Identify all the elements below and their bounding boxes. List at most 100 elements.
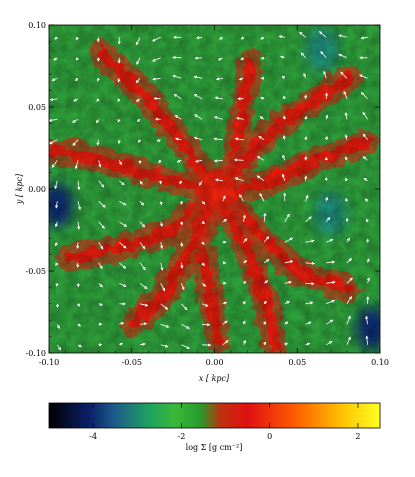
- colorbar-tick-label: -4: [89, 432, 97, 441]
- velocity-arrow: [242, 300, 246, 305]
- velocity-arrow: [74, 77, 79, 82]
- velocity-arrow: [304, 136, 308, 140]
- velocity-arrow: [235, 116, 244, 120]
- velocity-arrow: [201, 201, 206, 205]
- velocity-arrow: [98, 242, 104, 250]
- x-tick-label: 0.05: [288, 358, 306, 367]
- velocity-arrow: [51, 160, 58, 168]
- velocity-arrow: [180, 221, 184, 226]
- velocity-arrow: [242, 281, 247, 285]
- velocity-arrow: [160, 323, 170, 328]
- velocity-arrow: [222, 301, 228, 305]
- colorbar-tick-label: -2: [178, 432, 186, 441]
- velocity-arrow: [281, 173, 286, 181]
- velocity-arrow: [201, 241, 205, 245]
- velocity-arrow: [195, 36, 203, 40]
- velocity-arrow: [233, 158, 244, 162]
- velocity-arrow: [305, 194, 309, 202]
- velocity-arrow: [77, 180, 81, 191]
- velocity-arrow: [326, 239, 334, 243]
- velocity-arrow: [243, 238, 248, 243]
- velocity-arrow: [55, 283, 59, 287]
- velocity-arrow: [201, 283, 207, 287]
- velocity-arrow: [284, 260, 294, 264]
- velocity-arrow: [219, 36, 224, 40]
- velocity-arrow: [258, 135, 265, 141]
- velocity-arrow: [152, 77, 161, 81]
- velocity-arrow: [324, 135, 328, 140]
- velocity-arrow: [256, 175, 265, 182]
- velocity-arrow: [318, 31, 327, 38]
- velocity-arrow: [283, 95, 287, 100]
- x-tick-label: 0.10: [371, 358, 389, 367]
- velocity-arrow: [55, 201, 59, 209]
- velocity-arrow: [160, 344, 169, 348]
- velocity-arrow: [326, 260, 336, 264]
- velocity-arrow: [117, 98, 121, 103]
- velocity-arrow: [201, 220, 206, 225]
- velocity-arrow: [98, 201, 106, 208]
- velocity-arrow: [139, 322, 148, 326]
- velocity-arrow: [158, 159, 162, 164]
- velocity-arrow: [74, 160, 79, 170]
- velocity-arrow: [365, 218, 369, 223]
- velocity-arrow: [239, 193, 244, 202]
- velocity-arrow: [172, 74, 182, 79]
- velocity-arrow: [234, 137, 244, 141]
- velocity-arrow: [98, 262, 103, 270]
- velocity-arrow: [96, 57, 101, 62]
- velocity-arrow: [222, 340, 229, 346]
- velocity-arrow: [98, 302, 104, 306]
- velocity-arrow: [49, 139, 58, 145]
- velocity-arrow: [366, 277, 370, 284]
- velocity-arrow: [75, 57, 80, 61]
- velocity-arrow: [284, 301, 290, 305]
- velocity-arrow: [53, 57, 58, 61]
- velocity-arrow: [325, 216, 331, 223]
- velocity-arrow: [325, 319, 334, 325]
- velocity-arrow: [263, 212, 267, 222]
- velocity-arrow: [117, 78, 121, 83]
- velocity-arrow: [284, 237, 294, 243]
- velocity-arrow: [173, 93, 182, 100]
- velocity-arrow: [259, 192, 265, 202]
- velocity-arrow: [323, 70, 327, 79]
- velocity-arrow: [98, 283, 103, 288]
- velocity-arrow: [119, 342, 124, 346]
- velocity-arrow: [181, 323, 190, 329]
- velocity-arrow: [346, 258, 353, 264]
- velocity-arrow: [201, 262, 205, 267]
- velocity-arrow: [119, 221, 128, 227]
- velocity-arrow: [260, 36, 265, 40]
- y-tick-label: 0.10: [28, 21, 46, 30]
- velocity-arrow: [156, 138, 161, 142]
- velocity-arrow: [77, 344, 82, 348]
- velocity-arrow: [119, 282, 127, 287]
- velocity-arrow: [215, 77, 223, 81]
- velocity-arrow: [135, 78, 141, 84]
- velocity-arrow: [260, 96, 265, 100]
- velocity-arrow: [159, 221, 163, 227]
- velocity-arrow: [180, 242, 184, 248]
- velocity-arrow: [139, 180, 143, 185]
- velocity-arrow: [305, 301, 314, 305]
- velocity-arrow: [54, 180, 58, 190]
- velocity-arrow: [174, 137, 182, 141]
- velocity-arrow: [117, 119, 121, 123]
- velocity-arrow: [305, 261, 316, 265]
- velocity-arrow: [201, 303, 209, 307]
- velocity-arrow: [98, 221, 105, 229]
- velocity-arrow: [136, 118, 141, 122]
- velocity-arrow: [214, 178, 223, 182]
- velocity-arrow: [194, 114, 203, 120]
- velocity-arrow: [194, 159, 203, 163]
- velocity-arrow: [278, 35, 285, 39]
- velocity-arrow: [346, 315, 351, 325]
- velocity-arrow: [139, 342, 146, 346]
- velocity-arrow: [260, 56, 265, 60]
- velocity-arrow: [76, 221, 81, 230]
- velocity-arrow: [284, 342, 288, 346]
- velocity-arrow: [360, 92, 368, 100]
- velocity-arrow: [346, 237, 350, 243]
- velocity-arrow: [72, 139, 79, 146]
